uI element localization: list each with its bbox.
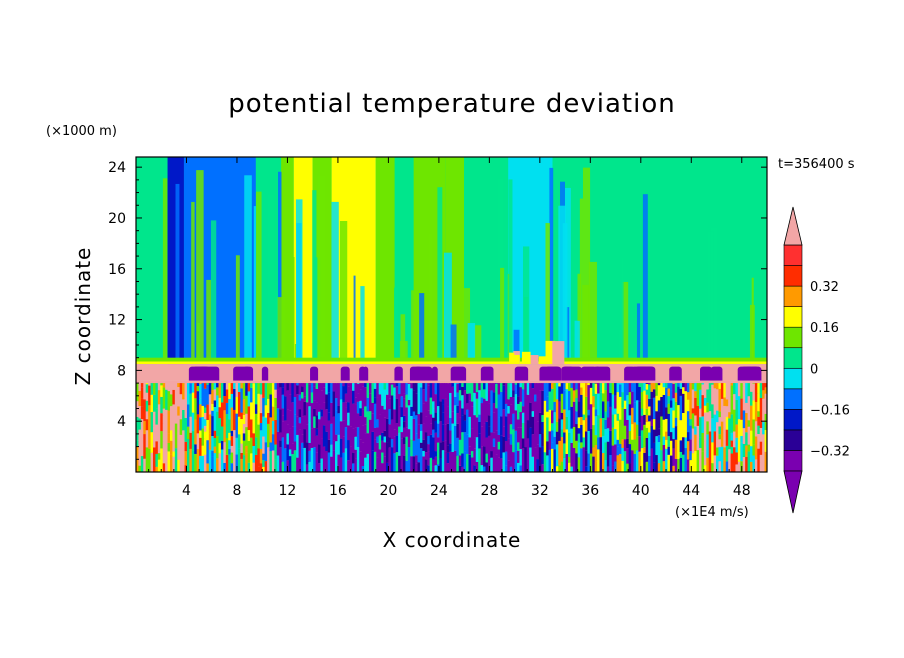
upper-streak (428, 233, 432, 362)
y-tick-label: 24 (108, 160, 126, 176)
colorbar-tick-label: 0.16 (810, 321, 839, 336)
x-tick-label: 20 (379, 483, 397, 499)
chart-title: potential temperature deviation (228, 89, 675, 119)
boundary-plume (522, 352, 531, 364)
upper-field-cell (136, 157, 168, 368)
upper-streak (549, 168, 553, 363)
upper-streak (394, 288, 399, 363)
colorbar-band (784, 266, 802, 287)
colorbar-band (784, 348, 802, 369)
lower-field (136, 381, 768, 472)
upper-streak (290, 257, 294, 363)
time-label: t=356400 s (778, 157, 855, 172)
y-unit-label: (×1000 m) (46, 124, 117, 139)
y-axis-label: Z coordinate (71, 247, 95, 386)
upper-streak (360, 286, 364, 363)
upper-streak (580, 199, 583, 363)
colorbar-extend-low (784, 471, 802, 513)
y-tick-label: 20 (108, 211, 126, 227)
colorbar: −0.32 −0.16 0 0.16 0.32 (784, 207, 850, 513)
upper-streak (175, 184, 179, 363)
upper-streak (296, 199, 303, 362)
colorbar-band (784, 327, 802, 348)
x-tick-label: 24 (430, 483, 448, 499)
upper-streak (411, 290, 418, 363)
boundary-plume (509, 353, 514, 364)
upper-streak (206, 280, 211, 363)
colorbar-band (784, 389, 802, 410)
x-tick-label: 8 (232, 483, 241, 499)
upper-streak (468, 323, 475, 363)
x-tick-label: 32 (531, 483, 549, 499)
upper-streak (437, 187, 442, 363)
upper-streak (500, 268, 504, 363)
upper-streak (419, 293, 424, 363)
upper-streak (191, 202, 194, 363)
colorbar-tick-label: 0.32 (810, 280, 839, 295)
y-tick-label: 16 (108, 262, 126, 278)
upper-streak (211, 220, 216, 362)
upper-streak (244, 175, 252, 362)
x-tick-label: 4 (182, 483, 191, 499)
colorbar-extend-high (784, 207, 802, 245)
upper-field-cell (376, 157, 395, 368)
y-tick-label: 12 (108, 313, 126, 329)
upper-streak (589, 262, 597, 363)
upper-streak (474, 325, 481, 363)
x-tick-label: 28 (480, 483, 498, 499)
upper-streak (268, 195, 275, 363)
colorbar-band (784, 307, 802, 328)
upper-streak (643, 194, 648, 363)
upper-field-cell (483, 157, 508, 368)
x-tick-label: 12 (279, 483, 297, 499)
colorbar-band (784, 368, 802, 389)
y-tick-label: 4 (117, 414, 126, 430)
x-tick-label: 16 (329, 483, 347, 499)
colorbar-tick-label: −0.32 (810, 444, 850, 459)
upper-streak (637, 303, 640, 362)
y-tick-label: 8 (117, 363, 126, 379)
colorbar-band (784, 430, 802, 451)
x-unit-label: (×1E4 m/s) (675, 505, 749, 520)
colorbar-band (784, 245, 802, 266)
boundary-stripe (136, 358, 767, 362)
upper-streak (752, 278, 754, 363)
upper-streak (558, 206, 566, 363)
boundary-stripe (136, 361, 767, 364)
upper-streak (236, 255, 240, 362)
boundary-plume (514, 355, 520, 364)
x-tick-label: 44 (682, 483, 700, 499)
x-tick-label: 40 (632, 483, 650, 499)
upper-streak (451, 324, 457, 362)
x-tick-label: 48 (733, 483, 751, 499)
upper-streak (196, 170, 203, 363)
boundary-plume (539, 356, 552, 364)
colorbar-band (784, 409, 802, 430)
x-axis-label: X coordinate (383, 528, 522, 552)
upper-streak (340, 221, 347, 363)
upper-streak (509, 179, 513, 362)
upper-streak (331, 202, 338, 363)
upper-streak (256, 192, 261, 363)
upper-streak (710, 228, 717, 362)
upper-field-cell (710, 157, 767, 368)
upper-field-cell (691, 157, 710, 368)
upper-streak (354, 276, 356, 363)
colorbar-tick-label: 0 (810, 362, 818, 377)
colorbar-band (784, 286, 802, 307)
upper-streak (318, 176, 325, 363)
colorbar-band (784, 450, 802, 471)
x-tick-label: 36 (581, 483, 599, 499)
upper-streak (163, 178, 167, 362)
plot-area (136, 157, 768, 472)
colorbar-tick-label: −0.16 (810, 403, 850, 418)
upper-streak (278, 297, 286, 363)
upper-streak (254, 206, 256, 363)
boundary-plume (557, 351, 561, 364)
